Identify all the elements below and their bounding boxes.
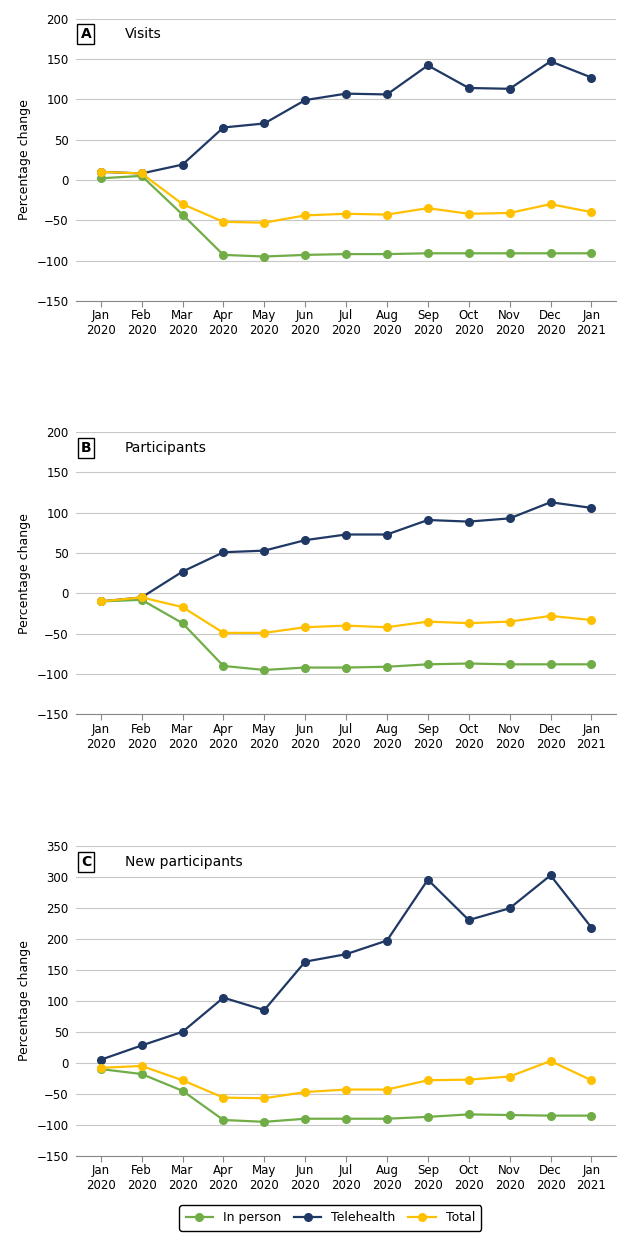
Text: Participants: Participants [124, 440, 206, 455]
Y-axis label: Percentage change: Percentage change [18, 941, 31, 1062]
Text: B: B [81, 440, 91, 455]
Legend: In person, Telehealth, Total: In person, Telehealth, Total [179, 1204, 481, 1231]
Text: New participants: New participants [124, 855, 243, 869]
Y-axis label: Percentage change: Percentage change [18, 513, 31, 634]
Text: C: C [81, 855, 91, 869]
Y-axis label: Percentage change: Percentage change [18, 99, 31, 220]
Text: A: A [81, 27, 91, 41]
Text: Visits: Visits [124, 27, 161, 41]
